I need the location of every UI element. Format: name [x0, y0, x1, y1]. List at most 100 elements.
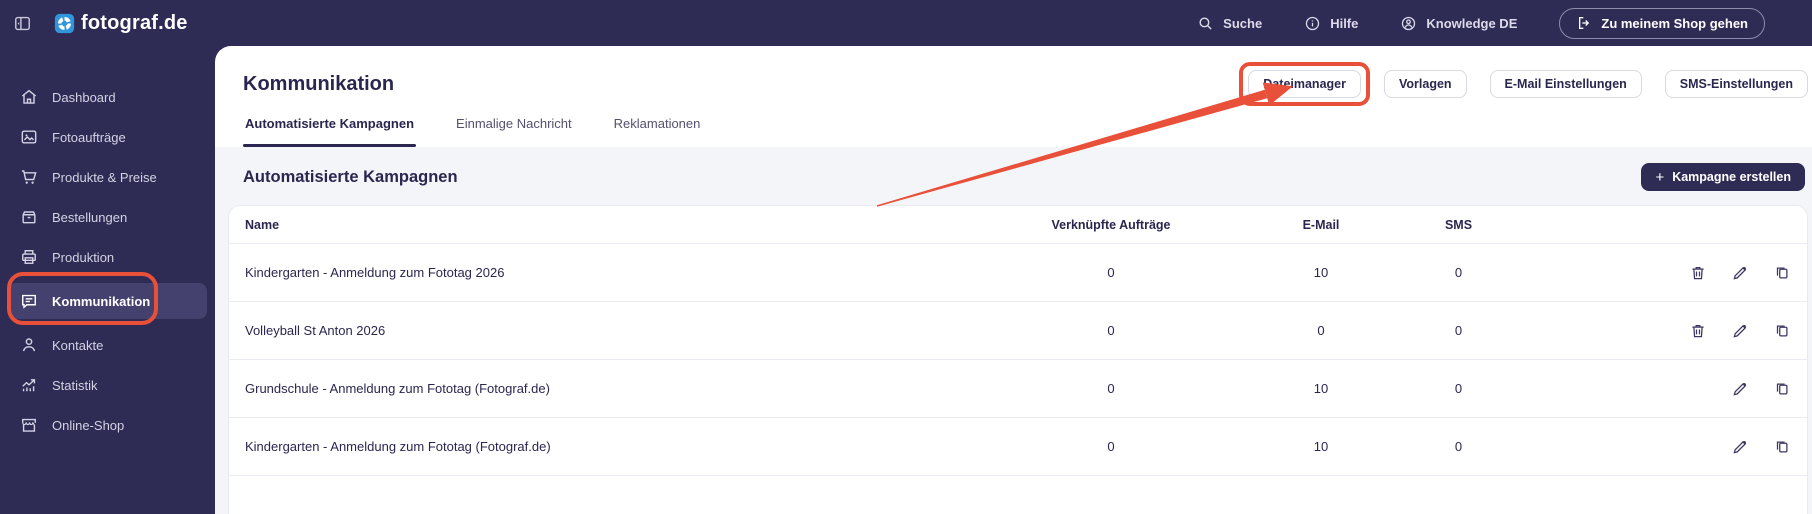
campaigns-table: Name Verknüpfte Aufträge E-Mail SMS Kind… — [228, 205, 1808, 514]
campaign-name: Grundschule - Anmeldung zum Fototag (Fot… — [245, 381, 550, 396]
topbar-nav: Suche Hilfe Knowledge DE Zu meinem Shop … — [1197, 7, 1765, 39]
table-row-2: Grundschule - Anmeldung zum Fototag (Fot… — [229, 360, 1807, 418]
sidebar: Dashboard Fotoaufträge Produkte & Preise — [0, 46, 215, 514]
section-header: Automatisierte Kampagnen + Kampagne erst… — [228, 147, 1808, 205]
sidebar-item-7[interactable]: Statistik — [8, 365, 207, 405]
duplicate-button[interactable] — [1773, 438, 1791, 456]
linked-orders-value: 0 — [1107, 439, 1115, 454]
sidebar-item-label: Bestellungen — [52, 209, 128, 225]
sidebar-item-5[interactable]: Kommunikation — [7, 272, 207, 325]
pencil-icon — [1731, 438, 1749, 456]
email-count-value: 0 — [1317, 323, 1325, 338]
campaign-name: Kindergarten - Anmeldung zum Fototag 202… — [245, 265, 505, 280]
row-actions — [1501, 380, 1791, 398]
email-count-value: 10 — [1313, 439, 1329, 454]
stats-icon — [19, 375, 39, 395]
main-content: Kommunikation Dateimanager Vorlagen — [215, 46, 1812, 514]
duplicate-button[interactable] — [1773, 264, 1791, 282]
header-button-3[interactable]: SMS-Einstellungen — [1664, 70, 1808, 98]
table-row-1: Volleyball St Anton 2026 0 0 0 — [229, 302, 1807, 360]
page-title: Kommunikation — [243, 72, 395, 95]
row-actions — [1501, 322, 1791, 340]
tab-2[interactable]: Reklamationen — [612, 112, 703, 147]
delete-button[interactable] — [1689, 264, 1707, 282]
row-actions — [1501, 264, 1791, 282]
topbar: fotograf.de Suche Hilfe Knowledge DE — [0, 0, 1812, 46]
sidebar-item-label: Online-Shop — [52, 417, 125, 433]
edit-button[interactable] — [1731, 438, 1749, 456]
header-buttons: Dateimanager Vorlagen E-Mail Einstellung… — [1239, 62, 1808, 106]
pencil-icon — [1731, 322, 1749, 340]
linked-orders-value: 0 — [1107, 381, 1115, 396]
sidebar-item-8[interactable]: Online-Shop — [8, 405, 207, 445]
linked-orders-value: 0 — [1107, 323, 1115, 338]
sms-count-value: 0 — [1454, 381, 1463, 396]
duplicate-button[interactable] — [1773, 322, 1791, 340]
collapse-sidebar-button[interactable] — [13, 14, 32, 33]
sidebar-item-4[interactable]: Produktion — [8, 237, 207, 277]
campaign-name: Kindergarten - Anmeldung zum Fototag (Fo… — [245, 439, 551, 454]
page-header: Kommunikation Dateimanager Vorlagen — [215, 62, 1812, 106]
table-row-0: Kindergarten - Anmeldung zum Fototag 202… — [229, 244, 1807, 302]
linked-orders-value: 0 — [1107, 265, 1115, 280]
go-to-shop-button[interactable]: Zu meinem Shop gehen — [1559, 7, 1765, 39]
sidebar-item-1[interactable]: Fotoaufträge — [8, 117, 207, 157]
sms-count-value: 0 — [1454, 265, 1463, 280]
duplicate-button[interactable] — [1773, 380, 1791, 398]
copy-icon — [1773, 380, 1791, 398]
column-header-name: Name — [245, 217, 280, 232]
logo: fotograf.de — [54, 12, 188, 35]
email-count-value: 10 — [1313, 265, 1329, 280]
column-header-linked-orders: Verknüpfte Aufträge — [1051, 217, 1171, 232]
sidebar-item-label: Produktion — [52, 249, 115, 265]
email-count-value: 10 — [1313, 381, 1329, 396]
campaign-name: Volleyball St Anton 2026 — [245, 323, 386, 338]
topbar-nav-item-2[interactable]: Knowledge DE — [1400, 15, 1517, 32]
edit-button[interactable] — [1731, 380, 1749, 398]
home-icon — [19, 87, 39, 107]
header-button-1[interactable]: Vorlagen — [1383, 70, 1467, 98]
topbar-nav-label: Knowledge DE — [1426, 15, 1518, 31]
header-button-0[interactable]: Dateimanager — [1248, 70, 1361, 98]
tab-1[interactable]: Einmalige Nachricht — [454, 112, 574, 147]
plus-icon: + — [1655, 168, 1665, 186]
cart-icon — [19, 167, 39, 187]
campaigns-section: Automatisierte Kampagnen + Kampagne erst… — [215, 147, 1812, 514]
sidebar-item-label: Dashboard — [52, 89, 116, 105]
sidebar-item-2[interactable]: Produkte & Preise — [8, 157, 207, 197]
search-icon — [1197, 15, 1214, 32]
tab-bar: Automatisierte Kampagnen Einmalige Nachr… — [243, 112, 1812, 147]
tab-0[interactable]: Automatisierte Kampagnen — [243, 112, 417, 147]
table-header-row: Name Verknüpfte Aufträge E-Mail SMS — [229, 206, 1807, 244]
section-title: Automatisierte Kampagnen — [243, 167, 458, 186]
create-campaign-button[interactable]: + Kampagne erstellen — [1641, 163, 1805, 191]
column-header-email: E-Mail — [1302, 217, 1340, 232]
copy-icon — [1773, 438, 1791, 456]
copy-icon — [1773, 264, 1791, 282]
sidebar-item-3[interactable]: Bestellungen — [8, 197, 207, 237]
chat-icon — [19, 291, 39, 311]
header-button-wrap-1: Vorlagen — [1383, 70, 1467, 98]
photos-icon — [19, 127, 39, 147]
topbar-nav-item-0[interactable]: Suche — [1197, 15, 1262, 32]
trash-icon — [1689, 264, 1707, 282]
edit-button[interactable] — [1731, 264, 1749, 282]
orders-icon — [19, 207, 39, 227]
topbar-nav-item-1[interactable]: Hilfe — [1304, 15, 1358, 32]
edit-button[interactable] — [1731, 322, 1749, 340]
storefront-icon — [19, 415, 39, 435]
sidebar-item-6[interactable]: Kontakte — [8, 325, 207, 365]
sidebar-item-0[interactable]: Dashboard — [8, 77, 207, 117]
sidebar-item-label: Fotoaufträge — [52, 129, 126, 145]
column-header-sms: SMS — [1444, 217, 1473, 232]
topbar-nav-label: Suche — [1223, 15, 1263, 31]
delete-button[interactable] — [1689, 322, 1707, 340]
copy-icon — [1773, 322, 1791, 340]
sms-count-value: 0 — [1454, 439, 1463, 454]
header-button-2[interactable]: E-Mail Einstellungen — [1489, 70, 1642, 98]
trash-icon — [1689, 322, 1707, 340]
header-button-wrap-0: Dateimanager — [1239, 62, 1370, 106]
sidebar-item-label: Kommunikation — [52, 293, 151, 309]
create-campaign-label: Kampagne erstellen — [1672, 170, 1791, 184]
